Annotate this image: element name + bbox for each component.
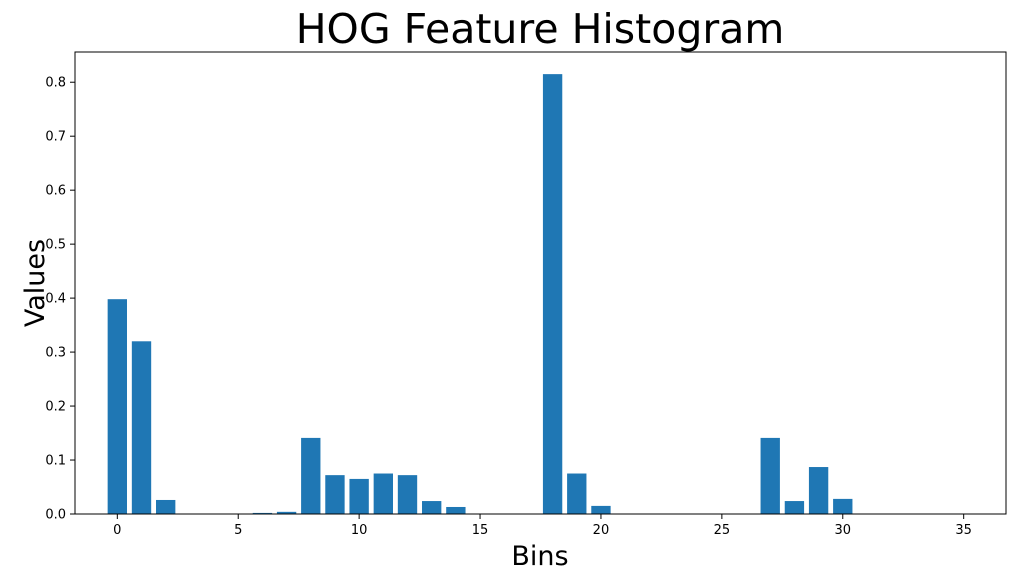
bar-bin-7 <box>276 511 297 514</box>
bar-bin-1 <box>131 341 152 514</box>
chart-title: HOG Feature Histogram <box>296 5 785 53</box>
bar-bin-11 <box>373 473 393 514</box>
bar-bin-0 <box>107 299 127 514</box>
x-tick-label: 15 <box>472 523 489 538</box>
bar-bin-29 <box>808 467 829 514</box>
x-tick-label: 5 <box>234 523 242 538</box>
x-tick-label: 20 <box>593 523 610 538</box>
y-axis-ticks: 0.0 0.1 0.2 0.3 0.4 0.5 0.6 0.7 0.8 <box>45 76 75 523</box>
bar-bin-18 <box>542 74 563 514</box>
bar-bin-2 <box>156 499 176 514</box>
x-tick-label: 0 <box>113 523 121 538</box>
bar-bin-20 <box>591 505 611 514</box>
bar-bin-9 <box>325 475 345 514</box>
bar-bin-27 <box>760 437 780 514</box>
x-tick-label: 35 <box>955 523 972 538</box>
bar-bin-30 <box>833 498 853 514</box>
bar-bin-14 <box>446 506 466 514</box>
bars-group <box>107 74 853 514</box>
y-tick-label: 0.6 <box>45 184 66 199</box>
bar-bin-19 <box>567 473 587 514</box>
bar-bin-13 <box>422 501 442 514</box>
bar-bin-8 <box>301 437 321 514</box>
bar-bin-6 <box>252 512 273 514</box>
bar-bin-12 <box>397 475 418 514</box>
bar-bin-10 <box>349 478 369 514</box>
x-axis-ticks: 0 5 10 15 20 25 30 35 <box>113 514 972 538</box>
y-tick-label: 0.8 <box>45 76 66 91</box>
bar-bin-28 <box>784 501 805 514</box>
y-tick-label: 0.4 <box>45 292 66 307</box>
y-tick-label: 0.3 <box>45 346 66 361</box>
y-tick-label: 0.7 <box>45 130 66 145</box>
x-tick-label: 30 <box>834 523 851 538</box>
plot-frame <box>74 51 1007 515</box>
x-axis-label: Bins <box>511 541 568 572</box>
y-tick-label: 0.5 <box>45 238 66 253</box>
y-tick-label: 0.1 <box>45 454 66 469</box>
x-tick-label: 25 <box>714 523 731 538</box>
y-axis-label: Values <box>20 239 51 327</box>
y-tick-label: 0.2 <box>45 400 66 415</box>
y-tick-label: 0.0 <box>45 508 66 523</box>
x-tick-label: 10 <box>351 523 368 538</box>
